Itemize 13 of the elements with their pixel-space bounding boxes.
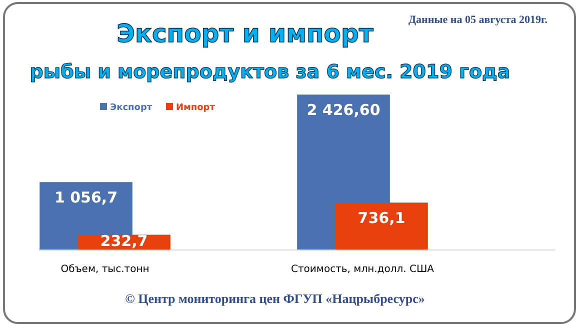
chart-subtitle: рыбы и морепродуктов за 6 мес. 2019 года — [30, 61, 510, 83]
data-label: 736,1 — [358, 208, 406, 227]
data-label: 232,7 — [100, 232, 148, 250]
data-label: 1 056,7 — [54, 188, 118, 207]
data-label: 2 426,60 — [306, 101, 380, 119]
chart-title: Экспорт и импорт — [116, 19, 374, 48]
x-tick-label: Стоимость, млн.долл. США — [290, 264, 434, 275]
legend-label: Экспорт — [110, 103, 153, 113]
legend-label: Импорт — [176, 103, 216, 113]
x-tick-label: Объем, тыс.тонн — [60, 264, 150, 275]
bar — [335, 202, 428, 250]
text: Данные на 05 августа 2019г. — [408, 14, 548, 26]
text: © Центр мониторинга цен ФГУП «Нацрыбресурс» — [125, 291, 425, 306]
